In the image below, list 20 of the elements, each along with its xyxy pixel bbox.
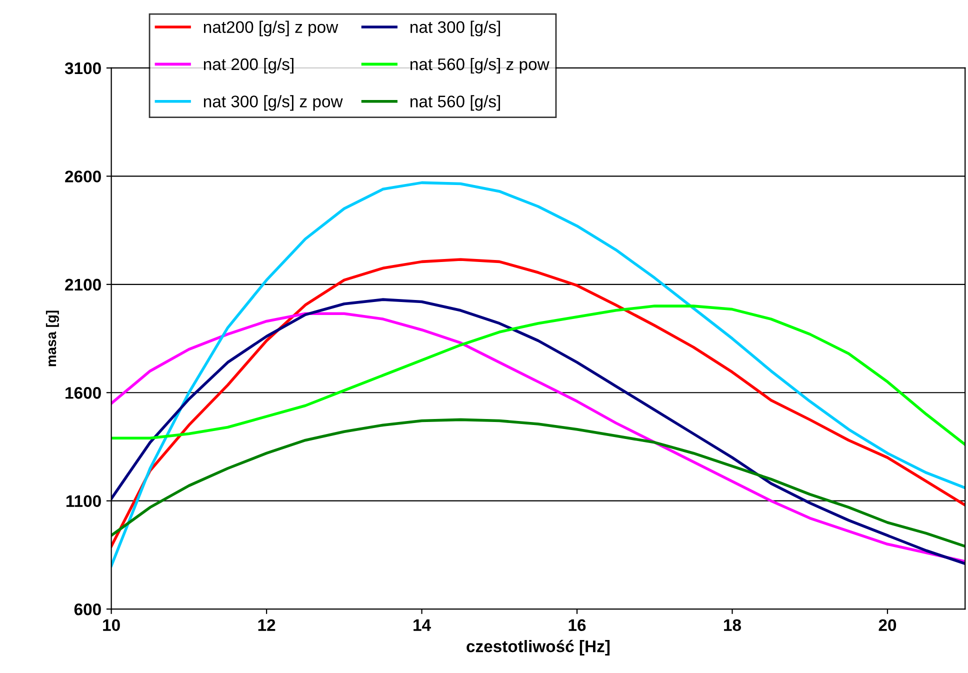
x-tick-label: 18 bbox=[724, 619, 742, 632]
legend-label: nat 300 [g/s] z pow bbox=[204, 95, 343, 111]
legend-label: nat 560 [g/s] z pow bbox=[410, 58, 550, 74]
legend-label: nat 200 [g/s] bbox=[204, 58, 294, 74]
y-tick-label: 2600 bbox=[65, 170, 101, 182]
x-tick-label: 16 bbox=[568, 619, 586, 632]
y-tick-label: 600 bbox=[74, 603, 101, 616]
x-axis-title: czestotliwość [Hz] bbox=[466, 640, 610, 656]
x-tick-label: 20 bbox=[878, 619, 896, 632]
y-tick-label: 1600 bbox=[66, 387, 101, 399]
legend-label: nat 560 [g/s] bbox=[410, 95, 500, 111]
legend-label: nat 300 [g/s] bbox=[410, 20, 500, 36]
y-tick-label: 3100 bbox=[64, 62, 101, 74]
legend-label: nat200 [g/s] z pow bbox=[204, 20, 338, 36]
x-tick-label: 10 bbox=[103, 619, 120, 632]
y-tick-label: 2100 bbox=[65, 278, 101, 291]
y-axis-title: masa [g] bbox=[46, 310, 59, 366]
y-tick-label: 1100 bbox=[66, 495, 101, 508]
x-tick-label: 14 bbox=[414, 619, 431, 631]
x-tick-label: 12 bbox=[258, 619, 276, 631]
